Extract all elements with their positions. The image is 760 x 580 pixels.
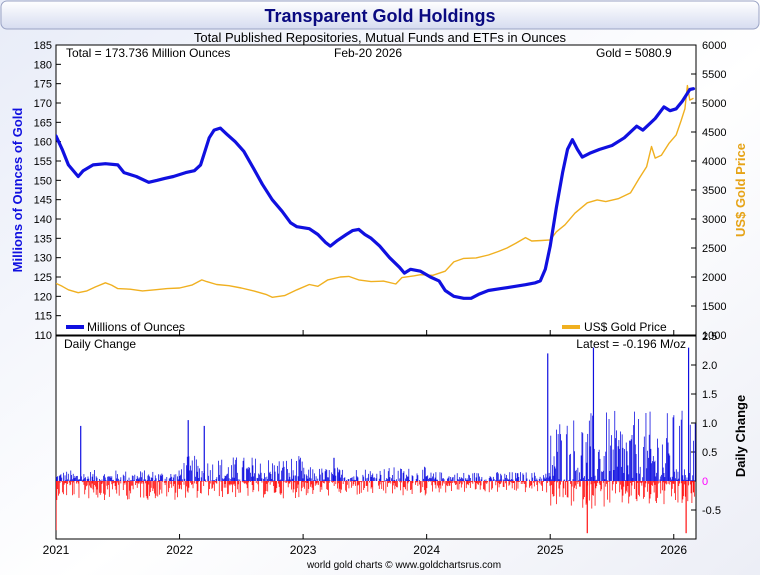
series-lines — [56, 84, 696, 300]
right-tick-label: 1500 — [702, 301, 726, 313]
right-tick-label: 5500 — [702, 69, 726, 81]
legend-ounces-label: Millions of Ounces — [87, 320, 185, 334]
right-tick-label: 2000 — [702, 272, 726, 284]
legend-gold-label: US$ Gold Price — [584, 320, 667, 334]
left-tick-label: 170 — [34, 98, 52, 110]
left-tick-label: 125 — [34, 272, 52, 284]
title-bar — [0, 0, 760, 30]
gold-price-line — [56, 84, 694, 298]
daily-tick-label: 2.5 — [702, 331, 717, 343]
daily-tick-label: 1.5 — [702, 389, 717, 401]
left-tick-label: 175 — [34, 79, 52, 91]
top-plot-area — [55, 44, 697, 336]
daily-change-bars — [56, 347, 696, 534]
footer-credit: world gold charts © www.goldchartsrus.co… — [306, 560, 501, 571]
x-tick-label: 2024 — [413, 543, 440, 557]
left-tick-label: 155 — [34, 156, 52, 168]
info-gold-price: Gold = 5080.9 — [596, 46, 672, 60]
left-tick-label: 140 — [34, 214, 52, 226]
right-tick-label: 3000 — [702, 214, 726, 226]
left-tick-label: 160 — [34, 137, 52, 149]
x-tick-label: 2021 — [43, 543, 70, 557]
daily-tick-label: -0.5 — [702, 505, 721, 517]
ounces-line — [56, 87, 696, 300]
right-tick-label: 6000 — [702, 40, 726, 52]
info-date: Feb-20 2026 — [334, 46, 402, 60]
right-tick-label: 4500 — [702, 127, 726, 139]
chart-title: Transparent Gold Holdings — [264, 6, 495, 26]
left-tick-label: 185 — [34, 40, 52, 52]
daily-tick-label: 0 — [702, 476, 708, 488]
x-tick-label: 2022 — [166, 543, 193, 557]
right-tick-label: 1000 — [702, 330, 726, 342]
left-tick-label: 150 — [34, 175, 52, 187]
chart-subtitle: Total Published Repositories, Mutual Fun… — [194, 30, 567, 45]
daily-tick-label: 0.5 — [702, 447, 717, 459]
left-tick-label: 145 — [34, 195, 52, 207]
x-tick-label: 2025 — [537, 543, 564, 557]
right-tick-label: 4000 — [702, 156, 726, 168]
x-tick-label: 2023 — [290, 543, 317, 557]
left-tick-label: 115 — [34, 311, 52, 323]
left-tick-label: 165 — [34, 117, 52, 129]
bottom-plot-area — [55, 335, 697, 540]
left-tick-label: 130 — [34, 253, 52, 265]
daily-change-title: Daily Change — [64, 337, 136, 351]
left-axis-title: Millions of Ounces of Gold — [10, 108, 25, 273]
left-tick-label: 120 — [34, 291, 52, 303]
daily-tick-label: 1.0 — [702, 418, 717, 430]
right-tick-label: 2500 — [702, 243, 726, 255]
info-total: Total = 173.736 Million Ounces — [66, 46, 230, 60]
info-latest: Latest = -0.196 M/oz — [576, 337, 686, 351]
x-tick-label: 2026 — [660, 543, 687, 557]
left-tick-label: 110 — [34, 330, 52, 342]
left-tick-label: 135 — [34, 233, 52, 245]
right-axis-title: US$ Gold Price — [733, 143, 748, 237]
right-tick-label: 5000 — [702, 98, 726, 110]
daily-tick-label: 2.0 — [702, 360, 717, 372]
left-tick-label: 180 — [34, 59, 52, 71]
daily-change-axis-title: Daily Change — [733, 395, 748, 477]
axis-ticks: 110 115 120 125 130 135 140 145 150 155 160 165 170 1… — [34, 40, 727, 557]
right-tick-label: 3500 — [702, 185, 726, 197]
